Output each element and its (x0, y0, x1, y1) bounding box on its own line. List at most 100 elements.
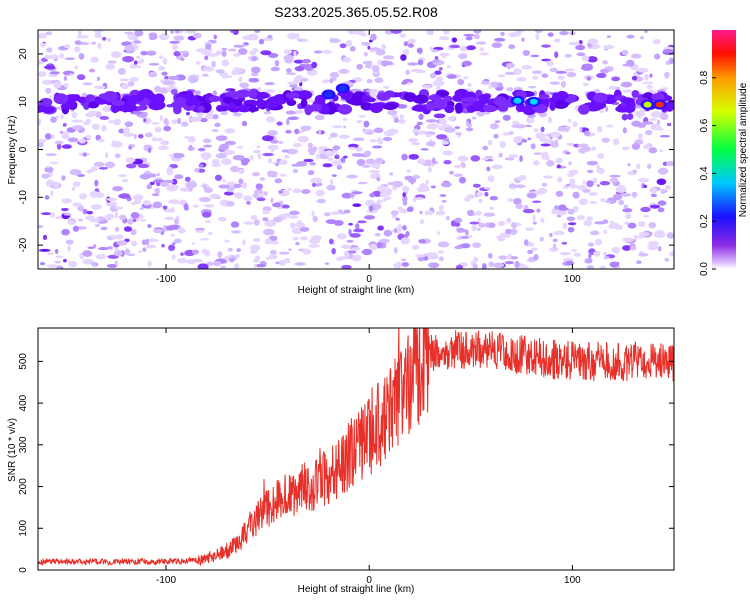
heatmap-cell (400, 54, 407, 61)
heatmap-cell (527, 137, 532, 141)
heatmap-cell (376, 185, 387, 192)
heatmap-cell (329, 38, 341, 43)
heatmap-cell (197, 263, 209, 269)
heatmap-cell (572, 191, 580, 199)
heatmap-cell (463, 33, 475, 37)
heatmap-xlabel: Height of straight line (km) (298, 285, 415, 296)
heatmap-cell (643, 184, 648, 189)
heatmap-band-cell (309, 103, 324, 112)
heatmap-band-cell (620, 97, 635, 104)
heatmap-cell (285, 259, 291, 264)
heatmap-cell (238, 76, 243, 83)
heatmap-cell (541, 182, 548, 187)
heatmap-cell (286, 148, 298, 155)
heatmap-cell (439, 118, 447, 125)
heatmap-band-cell (42, 106, 55, 113)
heatmap-cell (307, 147, 317, 154)
heatmap-cell (55, 255, 64, 259)
heatmap-cell (351, 191, 363, 195)
heatmap-cell (46, 252, 55, 256)
heatmap-cell (331, 125, 343, 129)
heatmap-cell (124, 248, 131, 256)
heatmap-cell (106, 246, 114, 250)
heatmap-cell (218, 184, 231, 189)
heatmap-cell (606, 35, 612, 38)
heatmap-cell (124, 121, 134, 127)
heatmap-cell (525, 124, 532, 128)
heatmap-cell (271, 145, 275, 153)
heatmap-cell (192, 32, 202, 39)
heatmap-cell (348, 143, 359, 149)
heatmap-cell (599, 68, 610, 74)
heatmap-cell (158, 145, 169, 151)
heatmap-cell (586, 169, 594, 174)
heatmap-cell (263, 89, 276, 94)
heatmap-cell (220, 111, 229, 116)
heatmap-cell (603, 256, 610, 260)
heatmap-cell (398, 208, 409, 214)
heatmap-cell (274, 162, 280, 167)
heatmap-cell (624, 221, 630, 225)
heatmap-cell (596, 72, 607, 79)
heatmap-cell (252, 172, 260, 177)
heatmap-cell (387, 109, 398, 116)
heatmap-cell (559, 251, 572, 256)
heatmap-cell (74, 40, 82, 45)
heatmap-cell (488, 261, 495, 268)
heatmap-cell (454, 217, 463, 223)
heatmap-cell (650, 193, 657, 198)
heatmap-cell (248, 77, 260, 83)
heatmap-cell (567, 208, 575, 215)
heatmap-cell (238, 178, 244, 185)
heatmap-cell (593, 250, 601, 257)
heatmap-cell (611, 246, 621, 254)
heatmap-cell (50, 116, 57, 123)
snr-series-line (38, 328, 674, 567)
heatmap-cell (334, 154, 340, 160)
heatmap-cell (111, 140, 116, 145)
heatmap-cell (331, 160, 341, 166)
heatmap-cell (130, 41, 136, 47)
heatmap-cell (662, 48, 674, 54)
heatmap-cell (472, 183, 481, 188)
heatmap-cell (587, 38, 599, 45)
heatmap-cell (636, 163, 641, 170)
heatmap-cell (476, 191, 484, 197)
heatmap-cell (42, 234, 48, 241)
heatmap-cell (185, 111, 190, 116)
heatmap-cell (145, 244, 157, 249)
heatmap-cell (566, 142, 575, 147)
heatmap-cell (408, 137, 418, 143)
heatmap-cell (398, 118, 406, 125)
heatmap-cell (187, 75, 199, 83)
heatmap-cell (407, 81, 412, 85)
heatmap-cell (402, 195, 408, 203)
heatmap-cell (268, 158, 273, 164)
heatmap-band-cell (337, 104, 353, 115)
heatmap-cell (330, 211, 340, 215)
heatmap-cell (106, 197, 118, 202)
heatmap-cell (578, 198, 589, 206)
heatmap-cell (633, 234, 638, 241)
heatmap-cell (243, 195, 253, 202)
snr-xlabel: Height of straight line (km) (298, 584, 415, 595)
heatmap-cell (169, 40, 180, 44)
heatmap-cell (437, 241, 450, 248)
heatmap-cell (622, 245, 632, 251)
heatmap-cell (117, 68, 126, 75)
heatmap-cell (368, 205, 374, 212)
colorbar-tick-label: 0.8 (699, 70, 710, 84)
heatmap-cell (502, 114, 511, 121)
heatmap-cell (342, 117, 348, 121)
heatmap-band-cell (237, 104, 252, 113)
heatmap-cell (362, 128, 366, 133)
heatmap-cell (557, 75, 565, 80)
heatmap-cell (439, 194, 447, 197)
heatmap-cell (466, 121, 470, 127)
heatmap-cell (493, 37, 506, 42)
heatmap-cell (292, 142, 302, 148)
snr-ytick-label: 0 (18, 567, 29, 573)
heatmap-cell (460, 235, 470, 240)
heatmap-cell (232, 112, 242, 117)
